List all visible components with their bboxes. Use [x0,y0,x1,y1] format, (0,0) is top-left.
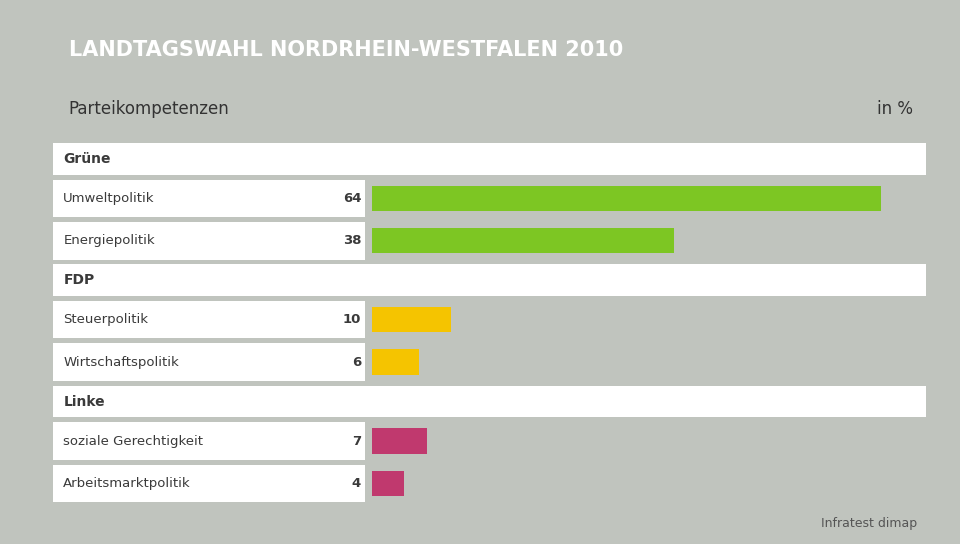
Bar [372,471,403,496]
Text: Arbeitsmarktpolitik: Arbeitsmarktpolitik [63,477,191,490]
Bar [53,422,365,460]
Bar [53,301,365,338]
Text: 64: 64 [343,192,361,205]
Text: FDP: FDP [63,273,94,287]
Text: 38: 38 [343,234,361,248]
Bar [53,222,365,259]
Text: Steuerpolitik: Steuerpolitik [63,313,148,326]
Bar [53,343,365,381]
Text: 7: 7 [352,435,361,448]
Bar [372,307,451,332]
Text: Linke: Linke [63,394,105,409]
Bar [372,228,674,254]
Bar [53,465,365,502]
Text: soziale Gerechtigkeit: soziale Gerechtigkeit [63,435,204,448]
Text: Umweltpolitik: Umweltpolitik [63,192,155,205]
Text: Wirtschaftspolitik: Wirtschaftspolitik [63,356,179,369]
Bar [372,428,427,454]
Text: Grüne: Grüne [63,152,110,166]
Bar [372,186,881,211]
Text: 10: 10 [343,313,361,326]
Bar [372,349,420,375]
Bar [53,264,926,296]
Text: in %: in % [877,100,913,118]
Bar [53,180,365,217]
Bar [53,386,926,417]
Bar [53,143,926,175]
Text: LANDTAGSWAHL NORDRHEIN-WESTFALEN 2010: LANDTAGSWAHL NORDRHEIN-WESTFALEN 2010 [68,40,623,60]
Text: 6: 6 [352,356,361,369]
Text: 4: 4 [352,477,361,490]
Text: Parteikompetenzen: Parteikompetenzen [68,100,229,118]
Text: Infratest dimap: Infratest dimap [821,517,917,530]
Text: Energiepolitik: Energiepolitik [63,234,155,248]
